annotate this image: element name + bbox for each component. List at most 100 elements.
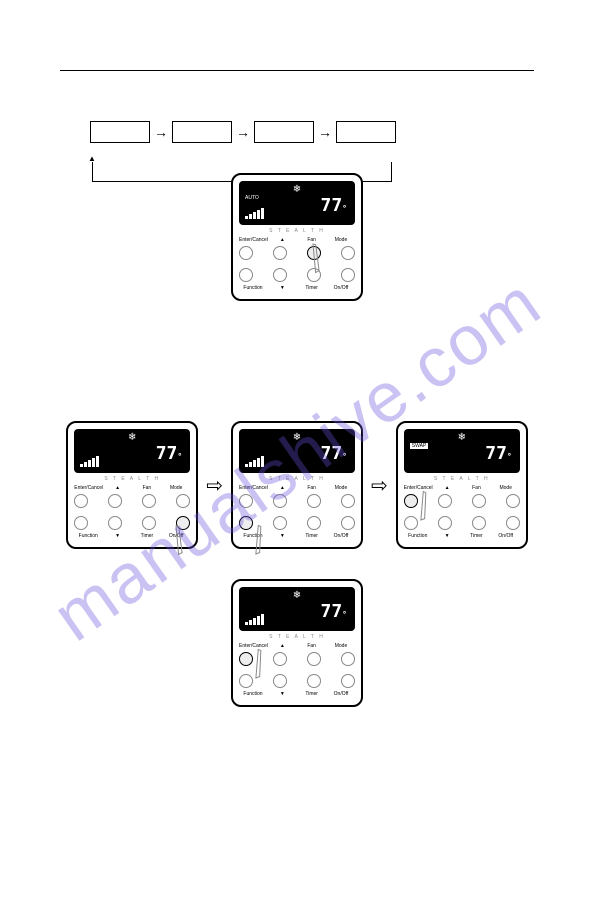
onoff-button[interactable] [176, 516, 190, 530]
fan-bars [245, 614, 264, 625]
brand-label: S T E A L T H [404, 476, 520, 482]
down-label: ▼ [104, 533, 132, 539]
timer-label: Timer [133, 533, 161, 539]
enter-button[interactable] [239, 494, 253, 508]
remote-panel: ❄ AUTO 77° S T E A L T H Enter/Cancel ▲ … [231, 173, 363, 301]
lcd-screen: ❄ AUTO 77° [239, 181, 355, 225]
enter-label: Enter/Cancel [239, 237, 267, 243]
fan-label: Fan [298, 643, 326, 649]
flow-diagram: → → → [90, 121, 534, 143]
mode-button[interactable] [176, 494, 190, 508]
timer-label: Timer [298, 691, 326, 697]
temp-display: 77° [320, 443, 347, 464]
mode-button[interactable] [341, 246, 355, 260]
enter-button[interactable] [74, 494, 88, 508]
fan-label: Fan [462, 485, 490, 491]
timer-label: Timer [298, 533, 326, 539]
temp-display: 77° [156, 443, 183, 464]
up-label: ▲ [268, 237, 296, 243]
temp-display: 77° [320, 601, 347, 622]
enter-label: Enter/Cancel [404, 485, 432, 491]
enter-button[interactable] [239, 652, 253, 666]
snowflake-icon: ❄ [78, 433, 186, 443]
down-button[interactable] [273, 268, 287, 282]
arrow-right-icon: ⇨ [371, 473, 388, 498]
flow-box [172, 121, 232, 143]
arrow-icon: → [318, 124, 332, 140]
fan-button[interactable] [307, 652, 321, 666]
function-button[interactable] [239, 268, 253, 282]
fan-label: Fan [133, 485, 161, 491]
up-button[interactable] [273, 246, 287, 260]
remote-panel: ❄ 77° S T E A L T H Enter/Cancel▲FanMode… [231, 421, 363, 549]
function-label: Function [74, 533, 102, 539]
fan-bars [245, 456, 264, 467]
function-label: Function [404, 533, 432, 539]
mode-button[interactable] [341, 494, 355, 508]
onoff-label: On/Off [327, 285, 355, 291]
lcd-screen: ❄ 77° [74, 429, 190, 473]
up-label: ▲ [104, 485, 132, 491]
enter-label: Enter/Cancel [74, 485, 102, 491]
snowflake-icon: ❄ [408, 433, 516, 443]
arrow-right-icon: ⇨ [206, 473, 223, 498]
arrow-icon: → [154, 124, 168, 140]
timer-button[interactable] [472, 516, 486, 530]
mode-button[interactable] [506, 494, 520, 508]
function-button[interactable] [239, 516, 253, 530]
enter-label: Enter/Cancel [239, 643, 267, 649]
fan-button[interactable] [472, 494, 486, 508]
function-label: Function [239, 285, 267, 291]
down-button[interactable] [273, 674, 287, 688]
auto-label: AUTO [245, 195, 259, 201]
flow-box [90, 121, 150, 143]
up-button[interactable] [273, 494, 287, 508]
fan-button[interactable] [307, 494, 321, 508]
fan-label: Fan [298, 485, 326, 491]
brand-label: S T E A L T H [239, 634, 355, 640]
mode-label: Mode [327, 237, 355, 243]
mode-label: Mode [327, 643, 355, 649]
brand-label: S T E A L T H [239, 476, 355, 482]
onoff-button[interactable] [341, 674, 355, 688]
timer-button[interactable] [307, 674, 321, 688]
function-label: Function [239, 533, 267, 539]
snowflake-icon: ❄ [243, 433, 351, 443]
down-label: ▼ [268, 533, 296, 539]
down-button[interactable] [438, 516, 452, 530]
fan-button[interactable] [142, 494, 156, 508]
down-button[interactable] [108, 516, 122, 530]
fan-button[interactable] [307, 246, 321, 260]
lcd-screen: ❄ 77° [239, 587, 355, 631]
up-button[interactable] [273, 652, 287, 666]
onoff-label: On/Off [327, 691, 355, 697]
up-button[interactable] [108, 494, 122, 508]
function-button[interactable] [404, 516, 418, 530]
onoff-button[interactable] [341, 516, 355, 530]
timer-button[interactable] [142, 516, 156, 530]
fan-label: Fan [298, 237, 326, 243]
rule [60, 70, 534, 71]
swap-label: SWAP [410, 443, 429, 449]
timer-button[interactable] [307, 516, 321, 530]
down-label: ▼ [433, 533, 461, 539]
function-button[interactable] [239, 674, 253, 688]
onoff-button[interactable] [341, 268, 355, 282]
mode-button[interactable] [341, 652, 355, 666]
flow-box [254, 121, 314, 143]
up-button[interactable] [438, 494, 452, 508]
enter-button[interactable] [239, 246, 253, 260]
lcd-screen: ❄ SWAP 77° [404, 429, 520, 473]
lcd-screen: ❄ 77° [239, 429, 355, 473]
fan-bars [80, 456, 99, 467]
function-button[interactable] [74, 516, 88, 530]
enter-button[interactable] [404, 494, 418, 508]
mode-label: Mode [162, 485, 190, 491]
temp-display: 77° [485, 443, 512, 464]
onoff-button[interactable] [506, 516, 520, 530]
timer-button[interactable] [307, 268, 321, 282]
up-label: ▲ [268, 643, 296, 649]
down-button[interactable] [273, 516, 287, 530]
mode-label: Mode [327, 485, 355, 491]
snowflake-icon: ❄ [243, 591, 351, 601]
